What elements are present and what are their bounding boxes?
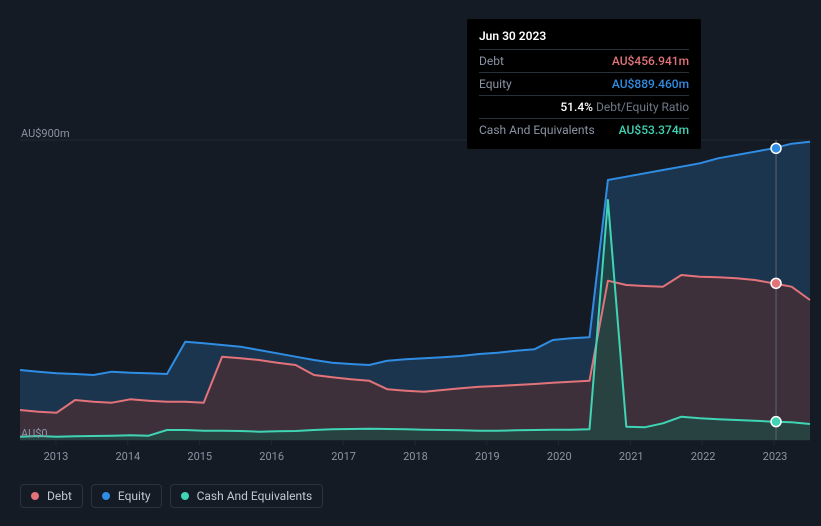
hover-marker (771, 143, 781, 153)
tooltip-row-value: AU$53.374m (619, 121, 689, 139)
x-axis-year-label: 2015 (164, 450, 236, 463)
tooltip-row: Debt AU$456.941m (479, 49, 689, 72)
tooltip-row-value: AU$889.460m (612, 75, 689, 93)
x-axis-year-label: 2019 (451, 450, 523, 463)
tooltip-row-label: Equity (479, 75, 512, 93)
x-axis-year-label: 2018 (380, 450, 452, 463)
x-axis-year-label: 2020 (523, 450, 595, 463)
tooltip-row: Cash And Equivalents AU$53.374m (479, 118, 689, 141)
tooltip-row: Equity AU$889.460m (479, 72, 689, 95)
chart-tooltip: Jun 30 2023 Debt AU$456.941m Equity AU$889.… (467, 19, 701, 149)
x-axis-year-label: 2022 (667, 450, 739, 463)
tooltip-date: Jun 30 2023 (479, 27, 689, 49)
hover-marker (771, 278, 781, 288)
legend-swatch (181, 492, 189, 500)
legend-item-equity[interactable]: Equity (91, 484, 162, 508)
y-axis-max-label: AU$900m (21, 127, 70, 140)
tooltip-row-value: 51.4% Debt/Equity Ratio (560, 98, 689, 116)
x-axis-labels: 2013201420152016201720182019202020212022… (20, 450, 811, 463)
x-axis-year-label: 2023 (739, 450, 811, 463)
hover-marker (771, 417, 781, 427)
y-axis-min-label: AU$0 (21, 427, 48, 440)
x-axis-year-label: 2013 (20, 450, 92, 463)
legend-label: Cash And Equivalents (197, 489, 313, 503)
x-axis-year-label: 2017 (308, 450, 380, 463)
legend-label: Equity (118, 489, 151, 503)
tooltip-row-label: Cash And Equivalents (479, 121, 595, 139)
legend-item-cash-and-equivalents[interactable]: Cash And Equivalents (170, 484, 324, 508)
tooltip-row-value: AU$456.941m (612, 52, 689, 70)
tooltip-row-label: Debt (479, 52, 504, 70)
legend-swatch (31, 492, 39, 500)
chart-legend: Debt Equity Cash And Equivalents (20, 484, 323, 508)
x-axis-year-label: 2021 (595, 450, 667, 463)
x-axis-year-label: 2016 (236, 450, 308, 463)
tooltip-row: 51.4% Debt/Equity Ratio (479, 95, 689, 118)
legend-label: Debt (47, 489, 72, 503)
x-axis-year-label: 2014 (92, 450, 164, 463)
legend-item-debt[interactable]: Debt (20, 484, 83, 508)
legend-swatch (102, 492, 110, 500)
